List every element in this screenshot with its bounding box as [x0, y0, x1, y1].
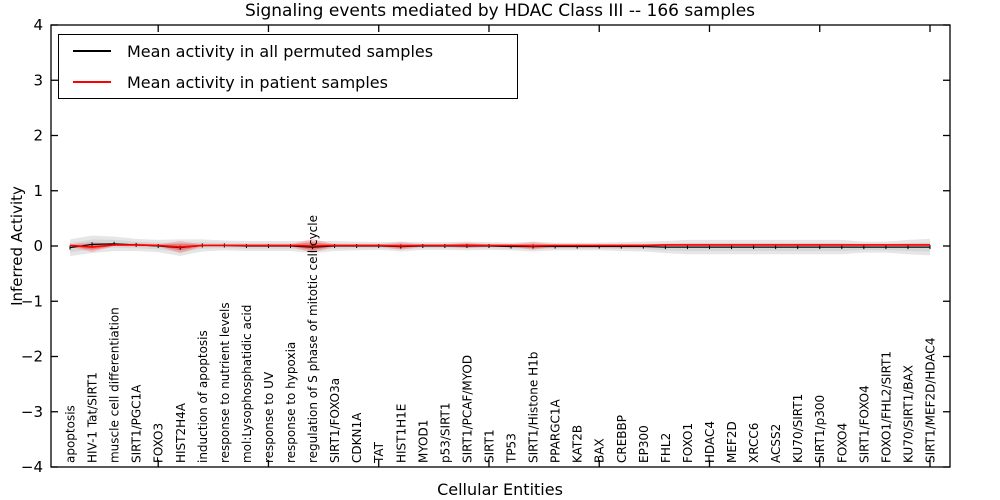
y-tick-label: 1: [33, 182, 43, 200]
legend-item-permuted: Mean activity in all permuted samples: [59, 36, 517, 66]
x-tick-label: TP53: [505, 433, 519, 464]
x-tick-label: regulation of S phase of mitotic cell cy…: [306, 215, 320, 463]
x-tick-label: muscle cell differentiation: [108, 307, 122, 463]
x-tick-label: HIST1H1E: [394, 404, 408, 463]
chart-title: Signaling events mediated by HDAC Class …: [244, 1, 756, 21]
x-tick-label: SIRT1/FOXO4: [857, 385, 871, 463]
y-tick-label: 4: [33, 16, 43, 34]
x-tick-label: KAT2B: [571, 425, 585, 463]
x-tick-label: p53/SIRT1: [438, 402, 452, 463]
x-tick-label: MEF2D: [725, 421, 739, 463]
x-tick-label: SIRT1/FOXO3a: [328, 378, 342, 463]
y-tick-label: 3: [33, 71, 43, 89]
x-tick-label: FOXO4: [835, 423, 849, 463]
x-tick-label: BAX: [593, 438, 607, 463]
x-tick-label: SIRT1/MEF2D/HDAC4: [924, 338, 938, 463]
x-tick-label: response to hypoxia: [284, 342, 298, 463]
legend: Mean activity in all permuted samples Me…: [58, 34, 518, 99]
x-tick-label: KU70/SIRT1: [791, 394, 805, 463]
y-tick-label: 0: [33, 237, 43, 255]
patient-line-swatch: [73, 81, 111, 83]
y-tick-label: −3: [21, 403, 43, 421]
permuted-line-swatch: [73, 50, 111, 52]
x-tick-label: KU70/SIRT1/BAX: [901, 365, 915, 463]
x-axis-label: Cellular Entities: [437, 480, 563, 499]
y-tick-label: −2: [21, 348, 43, 366]
x-tick-label: SIRT1/PCAF/MYOD: [460, 355, 474, 463]
x-tick-label: CDKN1A: [350, 412, 364, 463]
x-tick-label: HIST2H4A: [174, 402, 188, 463]
y-axis-label: Inferred Activity: [8, 186, 26, 306]
x-tick-label: PPARGC1A: [549, 398, 563, 463]
x-tick-label: SIRT1/p300: [813, 395, 827, 463]
y-tick-label: −1: [21, 292, 43, 310]
y-tick-label: −4: [21, 458, 43, 476]
x-tick-label: FOXO1/FHL2/SIRT1: [879, 351, 893, 463]
legend-label: Mean activity in all permuted samples: [127, 41, 434, 61]
x-tick-label: SIRT1/PGC1A: [130, 384, 144, 463]
x-tick-label: CREBBP: [615, 415, 629, 463]
x-tick-label: XRCC6: [747, 423, 761, 463]
x-tick-label: HIV-1 Tat/SIRT1: [86, 372, 100, 463]
x-tick-label: response to UV: [262, 371, 276, 463]
x-tick-label: HDAC4: [703, 421, 717, 463]
x-tick-label: apoptosis: [64, 405, 78, 463]
x-tick-label: FOXO1: [681, 423, 695, 463]
x-tick-label: ACSS2: [769, 424, 783, 463]
x-tick-label: response to nutrient levels: [218, 302, 232, 463]
legend-item-patient: Mean activity in patient samples: [59, 67, 517, 97]
x-tick-label: FHL2: [659, 433, 673, 463]
x-tick-label: TAT: [372, 441, 386, 464]
y-tick-label: 2: [33, 127, 43, 145]
x-tick-label: SIRT1: [482, 429, 496, 463]
x-tick-label: induction of apoptosis: [196, 330, 210, 463]
x-tick-label: SIRT1/Histone H1b: [527, 352, 541, 463]
x-tick-label: EP300: [637, 425, 651, 463]
x-tick-label: mol:Lysophosphatidic acid: [240, 305, 254, 463]
patient-mean-line: [69, 244, 930, 248]
x-tick-label: FOXO3: [152, 423, 166, 463]
legend-label: Mean activity in patient samples: [127, 72, 388, 92]
x-tick-label: MYOD1: [416, 420, 430, 463]
